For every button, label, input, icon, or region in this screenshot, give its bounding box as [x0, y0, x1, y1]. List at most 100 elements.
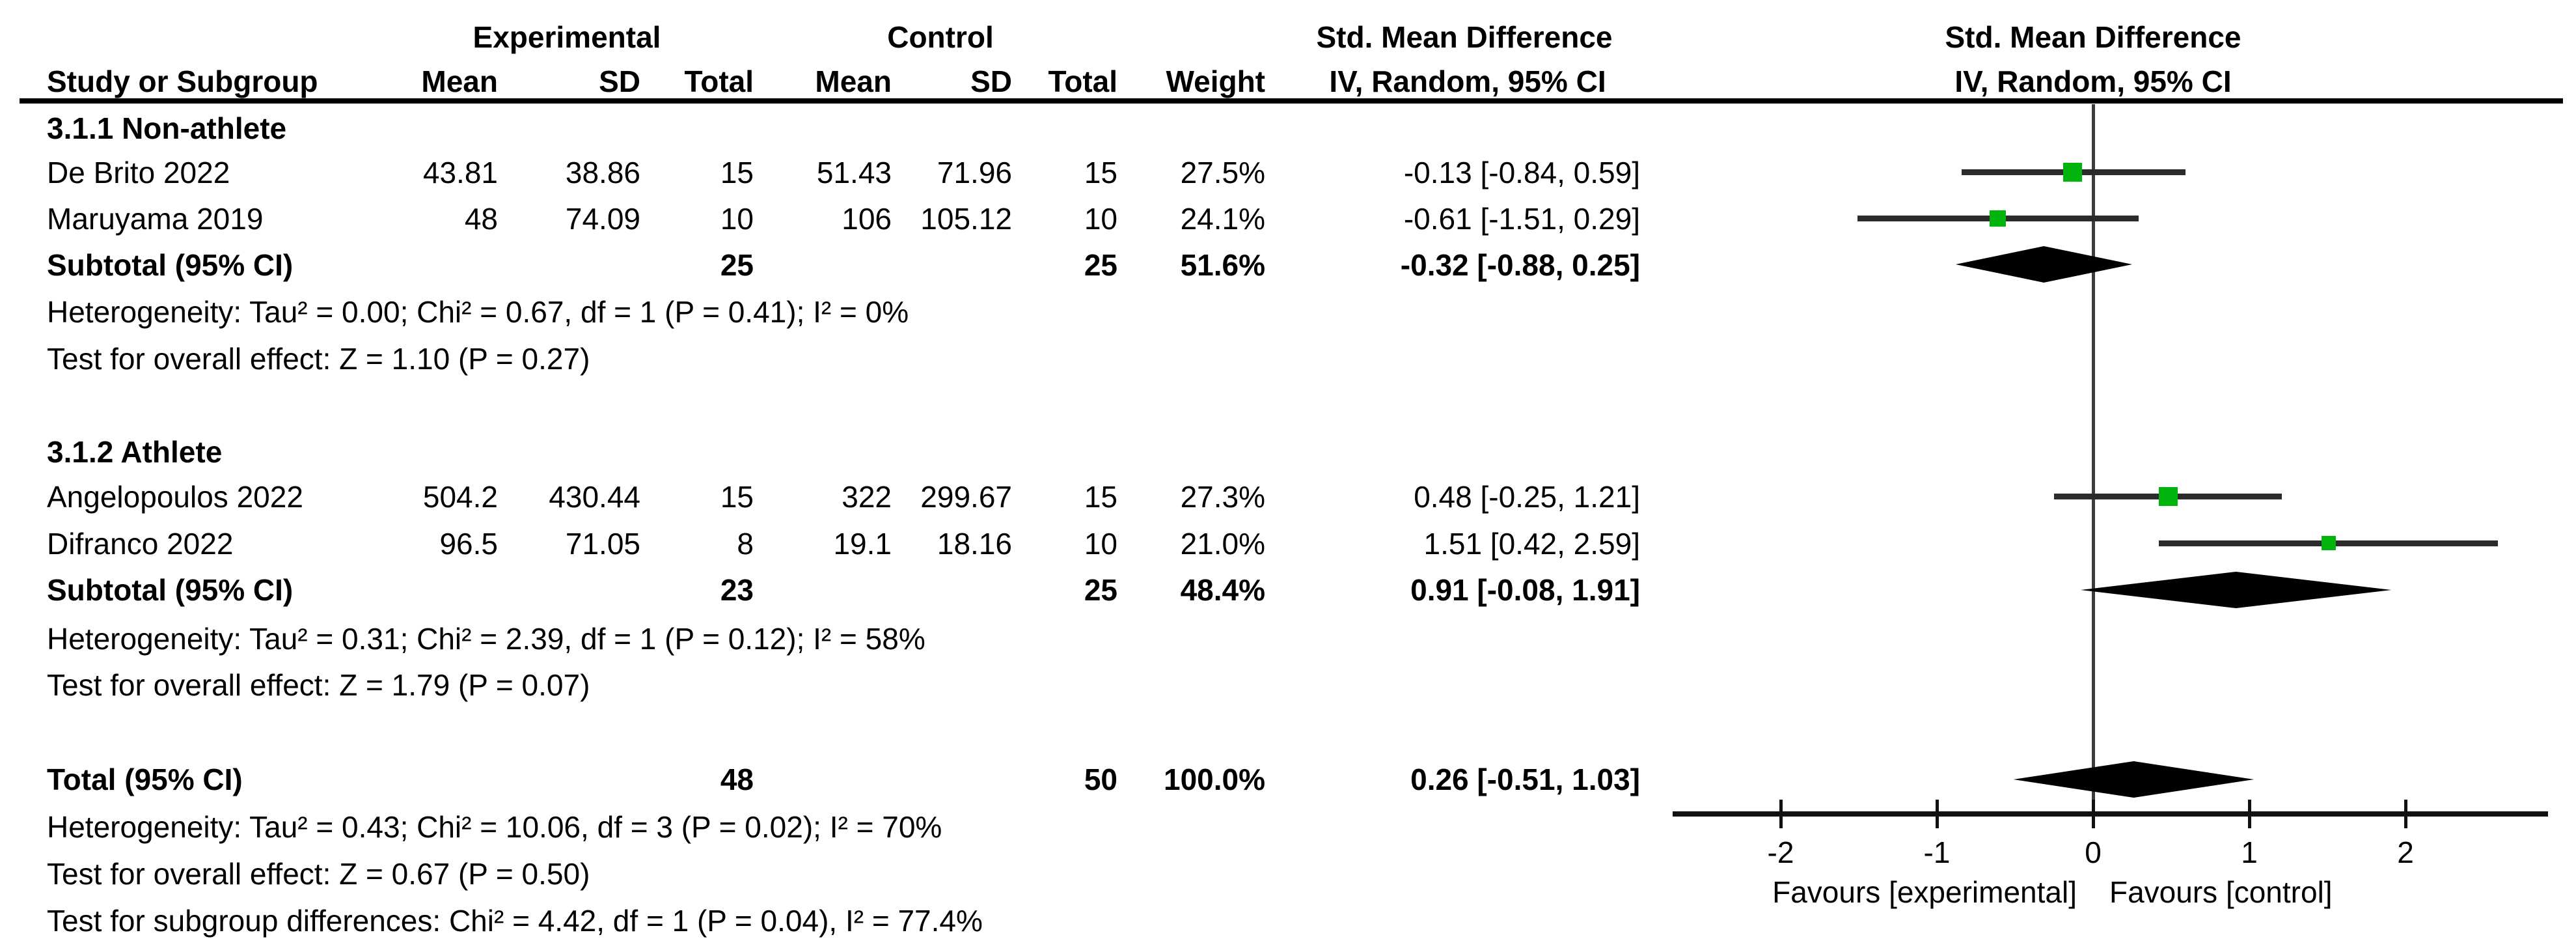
header-mean-exp: Mean [421, 64, 498, 98]
exp-mean: 43.81 [422, 156, 498, 189]
axis-tick-label: -1 [1923, 835, 1951, 869]
header-rule [20, 98, 2563, 104]
effect-square [2322, 536, 2336, 550]
header-smd-left: Std. Mean Difference [1316, 20, 1613, 54]
table-row: De Brito 2022 43.81 38.86 15 51.43 71.96… [0, 150, 2576, 195]
exp-total: 8 [737, 527, 754, 561]
table-row: Angelopoulos 2022 504.2 430.44 15 322 29… [0, 474, 2576, 520]
header-smd-right: Std. Mean Difference [1945, 20, 2241, 54]
overall-test-row: Test for overall effect: Z = 0.67 (P = 0… [0, 851, 2576, 897]
header-mean-ctl: Mean [815, 64, 892, 98]
x-axis-line [1673, 811, 2548, 817]
weight: 100.0% [1163, 763, 1265, 796]
exp-sd: 430.44 [549, 480, 640, 514]
study-name: Difranco 2022 [47, 527, 234, 561]
ctl-total: 50 [1084, 763, 1117, 796]
exp-total: 10 [720, 202, 754, 236]
ctl-sd: 71.96 [937, 156, 1012, 189]
subgroup-test-row: Test for subgroup differences: Chi² = 4.… [0, 898, 2576, 944]
header-control: Control [887, 20, 994, 54]
exp-total: 25 [720, 248, 754, 282]
estimate-ci: 1.51 [0.42, 2.59] [1423, 527, 1641, 561]
exp-sd: 74.09 [565, 202, 640, 236]
ctl-mean: 51.43 [816, 156, 892, 189]
total-row: Total (95% CI) 48 50 100.0% 0.26 [-0.51,… [0, 757, 2576, 802]
exp-sd: 71.05 [565, 527, 640, 561]
header-total-ctl: Total [1048, 64, 1117, 98]
group-title-row: 3.1.2 Athlete [0, 429, 2576, 475]
favours-control-label: Favours [control] [2109, 875, 2333, 909]
ctl-mean: 322 [842, 480, 892, 514]
header-sd-exp: SD [599, 64, 640, 98]
heterogeneity-row: Heterogeneity: Tau² = 0.43; Chi² = 10.06… [0, 804, 2576, 850]
header-experimental: Experimental [473, 20, 661, 54]
heterogeneity-row: Heterogeneity: Tau² = 0.00; Chi² = 0.67,… [0, 289, 2576, 335]
ctl-total: 10 [1084, 527, 1117, 561]
axis-tick [1779, 800, 1783, 828]
subtotal-row: Subtotal (95% CI) 23 25 48.4% 0.91 [-0.0… [0, 567, 2576, 613]
weight: 24.1% [1180, 202, 1265, 236]
ctl-total: 25 [1084, 248, 1117, 282]
exp-sd: 38.86 [565, 156, 640, 189]
axis-tick-label: 0 [2085, 835, 2102, 869]
header-weight: Weight [1166, 64, 1265, 98]
overall-test-text: Test for overall effect: Z = 1.79 (P = 0… [47, 668, 590, 702]
header-total-exp: Total [684, 64, 754, 98]
weight: 27.5% [1180, 156, 1265, 189]
group-title: 3.1.1 Non-athlete [47, 111, 287, 145]
weight: 27.3% [1180, 480, 1265, 514]
ctl-total: 15 [1084, 156, 1117, 189]
header-method-right: IV, Random, 95% CI [1954, 64, 2232, 98]
heterogeneity-text: Heterogeneity: Tau² = 0.43; Chi² = 10.06… [47, 810, 942, 844]
header-row-1: Experimental Control Std. Mean Differenc… [0, 14, 2576, 60]
subtotal-label: Subtotal (95% CI) [47, 573, 294, 607]
estimate-ci: -0.32 [-0.88, 0.25] [1400, 248, 1640, 282]
effect-square [2063, 162, 2083, 182]
axis-tick [2091, 800, 2095, 828]
table-row: Maruyama 2019 48 74.09 10 106 105.12 10 … [0, 196, 2576, 242]
header-sd-ctl: SD [970, 64, 1012, 98]
exp-total: 23 [720, 573, 754, 607]
weight: 21.0% [1180, 527, 1265, 561]
estimate-ci: -0.61 [-1.51, 0.29] [1403, 202, 1640, 236]
subtotal-row: Subtotal (95% CI) 25 25 51.6% -0.32 [-0.… [0, 242, 2576, 288]
study-name: De Brito 2022 [47, 156, 230, 189]
estimate-ci: 0.48 [-0.25, 1.21] [1414, 480, 1640, 514]
header-method-left: IV, Random, 95% CI [1329, 64, 1606, 98]
study-name: Maruyama 2019 [47, 202, 264, 236]
header-row-2: Study or Subgroup Mean SD Total Mean SD … [0, 59, 2576, 104]
group-title: 3.1.2 Athlete [47, 435, 223, 469]
exp-mean: 504.2 [422, 480, 498, 514]
ctl-mean: 106 [842, 202, 892, 236]
ctl-mean: 19.1 [833, 527, 892, 561]
overall-test-row: Test for overall effect: Z = 1.79 (P = 0… [0, 662, 2576, 708]
overall-test-text: Test for overall effect: Z = 1.10 (P = 0… [47, 342, 590, 376]
heterogeneity-row: Heterogeneity: Tau² = 0.31; Chi² = 2.39,… [0, 616, 2576, 662]
weight: 48.4% [1180, 573, 1265, 607]
axis-tick-label: 1 [2241, 835, 2258, 869]
estimate-ci: -0.13 [-0.84, 0.59] [1403, 156, 1640, 189]
ctl-sd: 18.16 [937, 527, 1012, 561]
subgroup-test-text: Test for subgroup differences: Chi² = 4.… [47, 904, 983, 938]
ctl-total: 15 [1084, 480, 1117, 514]
estimate-ci: 0.91 [-0.08, 1.91] [1410, 573, 1640, 607]
axis-tick [1935, 800, 1939, 828]
axis-tick-label: 2 [2397, 835, 2414, 869]
axis-tick [2247, 800, 2251, 828]
header-study: Study or Subgroup [47, 64, 318, 98]
total-label: Total (95% CI) [47, 763, 243, 796]
table-row: Difranco 2022 96.5 71.05 8 19.1 18.16 10… [0, 521, 2576, 567]
ctl-sd: 105.12 [920, 202, 1012, 236]
weight: 51.6% [1180, 248, 1265, 282]
exp-mean: 48 [464, 202, 498, 236]
ctl-sd: 299.67 [920, 480, 1012, 514]
heterogeneity-text: Heterogeneity: Tau² = 0.31; Chi² = 2.39,… [47, 622, 925, 656]
axis-tick-label: -2 [1767, 835, 1794, 869]
zero-reference-line [2092, 104, 2095, 814]
favours-experimental-label: Favours [experimental] [1772, 875, 2077, 909]
study-name: Angelopoulos 2022 [47, 480, 303, 514]
subtotal-label: Subtotal (95% CI) [47, 248, 294, 282]
overall-test-text: Test for overall effect: Z = 0.67 (P = 0… [47, 857, 590, 891]
effect-square [2158, 486, 2178, 506]
